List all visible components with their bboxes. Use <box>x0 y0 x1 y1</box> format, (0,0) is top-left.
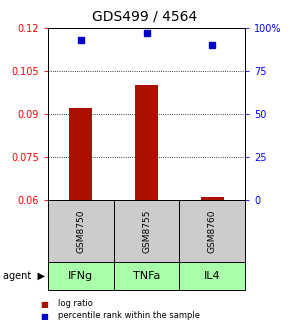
Text: IL4: IL4 <box>204 271 220 281</box>
Text: ■: ■ <box>41 311 48 321</box>
Text: ■: ■ <box>41 299 48 308</box>
Text: IFNg: IFNg <box>68 271 93 281</box>
Text: GSM8750: GSM8750 <box>76 209 85 253</box>
Text: GDS499 / 4564: GDS499 / 4564 <box>93 10 197 24</box>
Text: GSM8755: GSM8755 <box>142 209 151 253</box>
Text: agent  ▶: agent ▶ <box>3 271 45 281</box>
Bar <box>69 108 92 200</box>
Bar <box>135 85 158 200</box>
Bar <box>201 197 224 200</box>
Text: GSM8760: GSM8760 <box>208 209 217 253</box>
Text: TNFa: TNFa <box>133 271 160 281</box>
Text: percentile rank within the sample: percentile rank within the sample <box>58 311 200 321</box>
Text: log ratio: log ratio <box>58 299 93 308</box>
